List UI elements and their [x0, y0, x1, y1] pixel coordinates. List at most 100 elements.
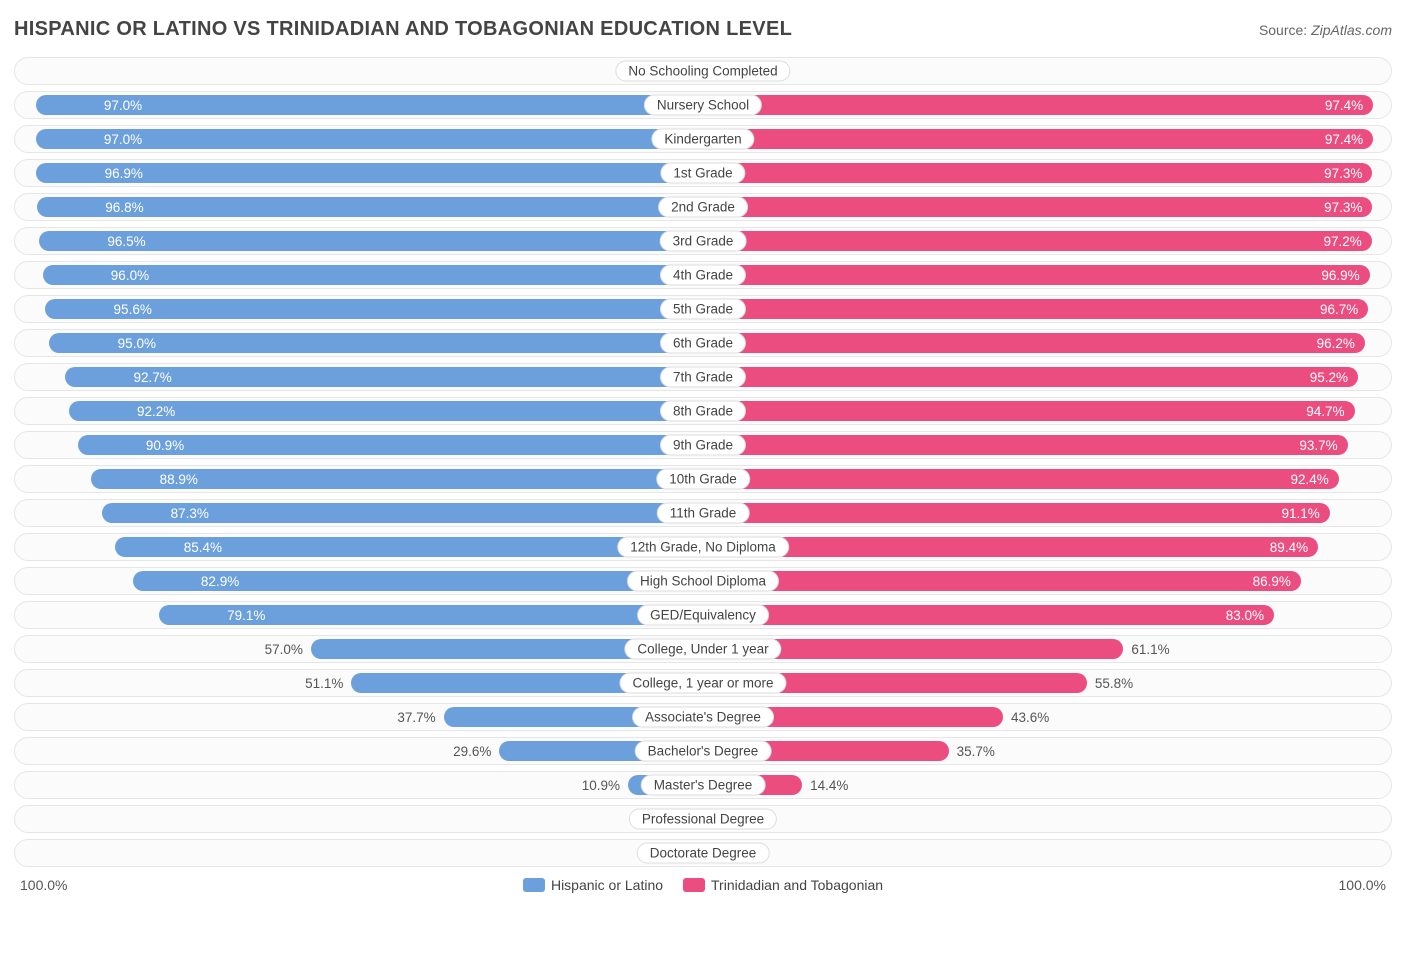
- value-label-left: 92.7%: [124, 364, 182, 390]
- chart-container: HISPANIC OR LATINO VS TRINIDADIAN AND TO…: [0, 0, 1406, 907]
- category-label: Doctorate Degree: [637, 843, 770, 864]
- chart-row: 79.1% 83.0% GED/Equivalency: [14, 601, 1392, 629]
- chart-row: 10.9% 14.4% Master's Degree: [14, 771, 1392, 799]
- chart-row: 96.8%97.3%2nd Grade: [14, 193, 1392, 221]
- value-label-right: 83.0%: [1216, 602, 1274, 628]
- chart-row: 90.9% 93.7% 9th Grade: [14, 431, 1392, 459]
- chart-row: 3.2%4.0%Professional Degree: [14, 805, 1392, 833]
- chart-row: 1.3%1.5%Doctorate Degree: [14, 839, 1392, 867]
- value-label-left: 97.0%: [94, 92, 152, 118]
- category-label: 2nd Grade: [658, 197, 748, 218]
- bar-right: [703, 605, 1274, 625]
- legend-label-left: Hispanic or Latino: [551, 877, 663, 893]
- bar-right: [703, 469, 1339, 489]
- chart-row: 95.6%96.7%5th Grade: [14, 295, 1392, 323]
- category-label: 11th Grade: [657, 503, 750, 524]
- chart-rows: 3.0%2.6%No Schooling Completed 97.0% 97.4%…: [14, 57, 1392, 867]
- category-label: No Schooling Completed: [615, 61, 790, 82]
- value-label-right: 95.2%: [1300, 364, 1358, 390]
- category-label: 12th Grade, No Diploma: [617, 537, 789, 558]
- category-label: High School Diploma: [627, 571, 779, 592]
- category-label: Master's Degree: [641, 775, 766, 796]
- value-label-left: 10.9%: [574, 772, 628, 798]
- category-label: 7th Grade: [660, 367, 746, 388]
- bar-right: [703, 299, 1368, 319]
- category-label: College, Under 1 year: [624, 639, 781, 660]
- chart-header: HISPANIC OR LATINO VS TRINIDADIAN AND TO…: [14, 18, 1392, 41]
- bar-right: [703, 333, 1365, 353]
- value-label-right: 96.7%: [1310, 296, 1368, 322]
- legend-item-right: Trinidadian and Tobagonian: [683, 877, 883, 893]
- chart-row: 88.9%92.4%10th Grade: [14, 465, 1392, 493]
- value-label-left: 79.1%: [217, 602, 275, 628]
- value-label-right: 96.9%: [1311, 262, 1369, 288]
- value-label-right: 97.4%: [1315, 126, 1373, 152]
- chart-row: 51.1%55.8%College, 1 year or more: [14, 669, 1392, 697]
- value-label-right: 89.4%: [1260, 534, 1318, 560]
- chart-row: 96.0%96.9%4th Grade: [14, 261, 1392, 289]
- chart-row: 3.0%2.6%No Schooling Completed: [14, 57, 1392, 85]
- category-label: 8th Grade: [660, 401, 746, 422]
- value-label-left: 95.6%: [104, 296, 162, 322]
- category-label: Kindergarten: [651, 129, 754, 150]
- category-label: Bachelor's Degree: [635, 741, 772, 762]
- category-label: Professional Degree: [629, 809, 777, 830]
- source-value: ZipAtlas.com: [1311, 22, 1392, 38]
- legend-swatch-left: [523, 878, 545, 892]
- value-label-left: 37.7%: [389, 704, 443, 730]
- legend-swatch-right: [683, 878, 705, 892]
- value-label-right: 86.9%: [1243, 568, 1301, 594]
- chart-row: 85.4%89.4%12th Grade, No Diploma: [14, 533, 1392, 561]
- bar-right: [703, 265, 1370, 285]
- value-label-right: 96.2%: [1307, 330, 1365, 356]
- bar-right: [703, 129, 1373, 149]
- chart-row: 96.9% 97.3% 1st Grade: [14, 159, 1392, 187]
- bar-right: [703, 537, 1318, 557]
- value-label-left: 90.9%: [136, 432, 194, 458]
- value-label-left: 92.2%: [127, 398, 185, 424]
- chart-row: 92.7% 95.2% 7th Grade: [14, 363, 1392, 391]
- chart-row: 92.2% 94.7% 8th Grade: [14, 397, 1392, 425]
- category-label: 1st Grade: [660, 163, 745, 184]
- chart-row: 97.0% 97.4% Nursery School: [14, 91, 1392, 119]
- bar-right: [703, 197, 1372, 217]
- value-label-left: 97.0%: [94, 126, 152, 152]
- source-label: Source:: [1259, 22, 1307, 38]
- axis-max-left: 100.0%: [20, 877, 67, 893]
- value-label-right: 92.4%: [1280, 466, 1338, 492]
- value-label-left: 96.5%: [97, 228, 155, 254]
- chart-row: 95.0% 96.2% 6th Grade: [14, 329, 1392, 357]
- category-label: 9th Grade: [660, 435, 746, 456]
- chart-footer: 100.0% Hispanic or Latino Trinidadian an…: [14, 877, 1392, 893]
- bar-right: [703, 401, 1355, 421]
- legend: Hispanic or Latino Trinidadian and Tobag…: [523, 877, 883, 893]
- value-label-right: 97.2%: [1313, 228, 1371, 254]
- value-label-left: 29.6%: [445, 738, 499, 764]
- value-label-left: 95.0%: [108, 330, 166, 356]
- chart-row: 87.3%91.1%11th Grade: [14, 499, 1392, 527]
- category-label: 6th Grade: [660, 333, 746, 354]
- value-label-right: 14.4%: [802, 772, 856, 798]
- chart-row: 29.6%35.7%Bachelor's Degree: [14, 737, 1392, 765]
- value-label-right: 43.6%: [1003, 704, 1057, 730]
- category-label: 10th Grade: [656, 469, 750, 490]
- value-label-right: 97.3%: [1314, 194, 1372, 220]
- category-label: Nursery School: [644, 95, 762, 116]
- value-label-right: 97.3%: [1314, 160, 1372, 186]
- value-label-right: 55.8%: [1087, 670, 1141, 696]
- bar-right: [703, 571, 1301, 591]
- value-label-left: 96.9%: [95, 160, 153, 186]
- category-label: GED/Equivalency: [637, 605, 769, 626]
- bar-right: [703, 503, 1330, 523]
- value-label-right: 97.4%: [1315, 92, 1373, 118]
- category-label: Associate's Degree: [632, 707, 774, 728]
- value-label-right: 94.7%: [1296, 398, 1354, 424]
- category-label: 3rd Grade: [660, 231, 747, 252]
- bar-right: [703, 435, 1348, 455]
- value-label-right: 61.1%: [1123, 636, 1177, 662]
- value-label-left: 96.0%: [101, 262, 159, 288]
- value-label-right: 93.7%: [1289, 432, 1347, 458]
- bar-right: [703, 95, 1373, 115]
- chart-title: HISPANIC OR LATINO VS TRINIDADIAN AND TO…: [14, 18, 792, 41]
- value-label-left: 82.9%: [191, 568, 249, 594]
